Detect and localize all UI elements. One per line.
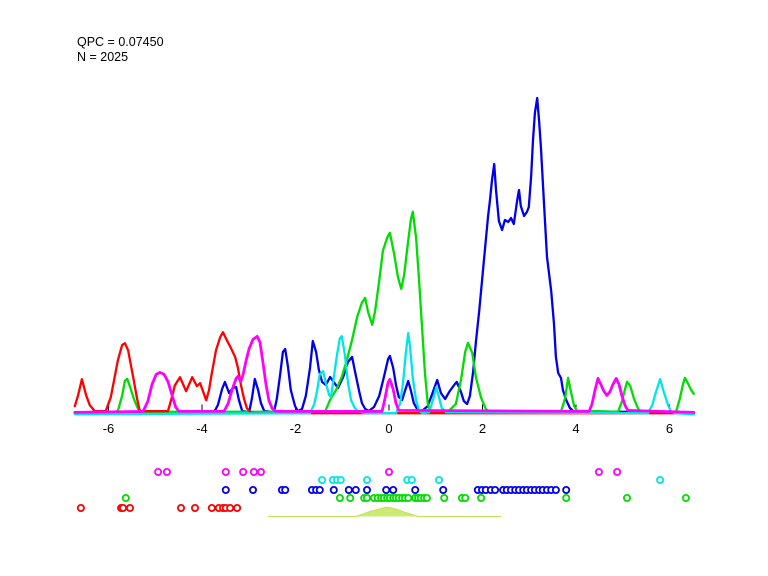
rug-dot-blue	[439, 485, 448, 494]
qpc-annotation: QPC = 0.07450	[77, 35, 164, 49]
rug-dot-blue	[221, 485, 230, 494]
rug-dot-magenta	[256, 467, 265, 476]
rug-dot-green	[562, 493, 571, 502]
rug-dot-green	[440, 493, 449, 502]
rug-dot-red	[176, 503, 185, 512]
reference-distribution	[267, 506, 502, 518]
x-tick-label: 2	[479, 421, 486, 436]
rug-dot-blue	[344, 485, 353, 494]
rug-dot-green	[346, 493, 355, 502]
rug-dot-green	[681, 493, 690, 502]
rug-dot-blue	[491, 485, 500, 494]
series-blue-curve	[73, 96, 695, 415]
rug-dot-cyan	[336, 475, 345, 484]
x-tick-label: 6	[666, 421, 673, 436]
rug-dot-red	[119, 503, 128, 512]
rug-dot-green	[477, 493, 486, 502]
rug-dot-green	[404, 493, 413, 502]
rug-dot-magenta	[384, 467, 393, 476]
rug-dot-blue	[551, 485, 560, 494]
rug-dot-red	[233, 503, 242, 512]
rug-dot-cyan	[407, 475, 416, 484]
rug-dot-red	[207, 503, 216, 512]
rug-dot-blue	[382, 485, 391, 494]
rug-dot-green	[422, 493, 431, 502]
series-red-curve	[73, 331, 695, 415]
rug-dot-red	[226, 503, 235, 512]
rug-dot-cyan	[434, 475, 443, 484]
x-tick-label: -4	[196, 421, 208, 436]
rug-dot-magenta	[154, 467, 163, 476]
rug-dot-red	[76, 503, 85, 512]
rug-dot-green	[121, 493, 130, 502]
series-magenta-curve	[73, 334, 696, 414]
annotation-block: QPC = 0.07450 N = 2025	[77, 35, 164, 65]
series-green-curve	[73, 210, 695, 414]
rug-dot-blue	[362, 485, 371, 494]
x-tick-label: 4	[572, 421, 579, 436]
x-tick-label: 0	[385, 421, 392, 436]
x-tick-label: -2	[290, 421, 302, 436]
rug-dot-magenta	[613, 467, 622, 476]
rug-dot-blue	[281, 485, 290, 494]
rug-dot-blue	[562, 485, 571, 494]
rug-dot-blue	[351, 485, 360, 494]
rug-dot-blue	[248, 485, 257, 494]
rug-dot-red	[126, 503, 135, 512]
rug-dot-cyan	[362, 475, 371, 484]
series-cyan-curve	[73, 332, 695, 416]
rug-dot-blue	[315, 485, 324, 494]
rug-dot-red	[190, 503, 199, 512]
rug-dot-cyan	[656, 475, 665, 484]
x-tick-label: -6	[103, 421, 115, 436]
rug-dot-magenta	[249, 467, 258, 476]
rug-dot-green	[362, 493, 371, 502]
rug-dot-green	[623, 493, 632, 502]
rug-dot-blue	[411, 485, 420, 494]
n-annotation: N = 2025	[77, 50, 129, 64]
rug-dot-magenta	[162, 467, 171, 476]
rug-dot-green	[335, 493, 344, 502]
rug-dot-magenta	[594, 467, 603, 476]
rug-dot-cyan	[318, 475, 327, 484]
rug-dot-magenta	[239, 467, 248, 476]
rug-dot-blue	[329, 485, 338, 494]
rug-dot-blue	[389, 485, 398, 494]
rug-dot-green	[461, 493, 470, 502]
rug-dot-magenta	[221, 467, 230, 476]
